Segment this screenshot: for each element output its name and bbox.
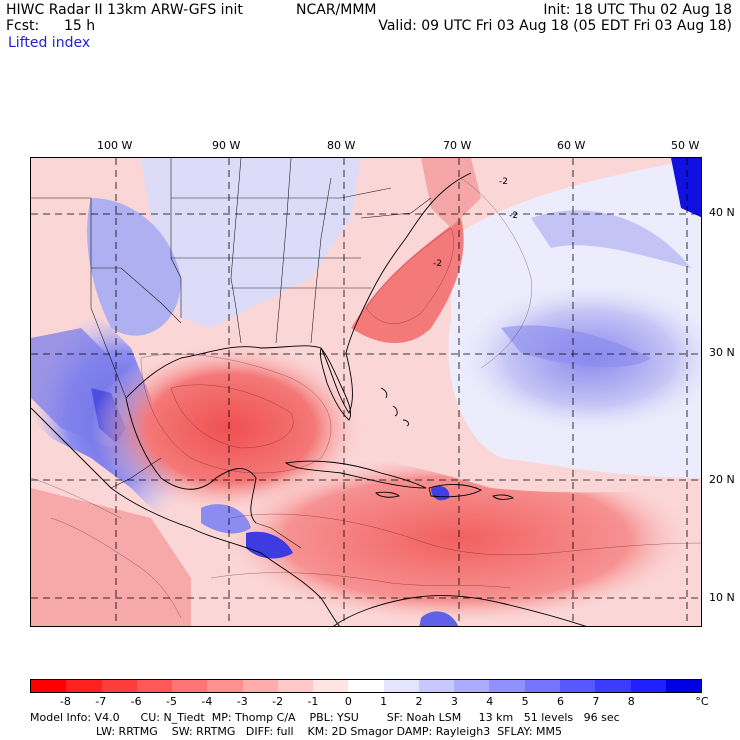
- colorbar-tick-label: -1: [307, 695, 319, 708]
- colorbar-cell: [136, 680, 173, 692]
- field-name: Lifted index: [8, 35, 91, 51]
- lat-label-10n: 10 N: [709, 591, 735, 604]
- colorbar-cell: [207, 680, 243, 692]
- valid-time: Valid: 09 UTC Fri 03 Aug 18 (05 EDT Fri …: [378, 18, 732, 34]
- colorbar-tick-label: -2: [272, 695, 284, 708]
- contour-label: -2: [433, 259, 442, 269]
- lon-label-90w: 90 W: [212, 139, 241, 152]
- colorbar-cell: [101, 680, 137, 692]
- field-northeast-deep-blue: [671, 158, 701, 218]
- lon-label-60w: 60 W: [557, 139, 586, 152]
- field-east-pacific-red: [31, 488, 191, 626]
- colorbar-tick-label: -4: [201, 695, 213, 708]
- field-southern-plains-blue: [87, 198, 181, 336]
- colorbar-cell: [172, 680, 208, 692]
- colorbar-tick-label: -7: [95, 695, 107, 708]
- colorbar-cell: [665, 680, 702, 692]
- lat-label-40n: 40 N: [709, 206, 735, 219]
- lon-label-70w: 70 W: [443, 139, 472, 152]
- lon-label-80w: 80 W: [327, 139, 356, 152]
- colorbar-cell: [418, 680, 455, 692]
- forecast-label: Fcst:: [6, 18, 40, 34]
- center-label: NCAR/MMM: [296, 2, 377, 18]
- colorbar-tick-label: 7: [592, 695, 600, 708]
- colorbar-tick-label: -3: [236, 695, 248, 708]
- colorbar-cell: [313, 680, 349, 692]
- colorbar-cell: [489, 680, 525, 692]
- political-borders: [31, 158, 432, 549]
- init-time: Init: 18 UTC Thu 02 Aug 18: [543, 2, 732, 18]
- colorbar-tick-label: 1: [380, 695, 388, 708]
- model-info-line2: LW: RRTMG SW: RRTMG DIFF: full KM: 2D Sm…: [96, 725, 562, 738]
- colorbar-tick-label: -8: [59, 695, 71, 708]
- lifted-index-colorbar: [30, 679, 702, 693]
- colorbar-cell: [454, 680, 490, 692]
- colorbar-cell: [524, 680, 560, 692]
- contour-label: -2: [499, 177, 508, 187]
- field-atlantic-band: [501, 325, 651, 368]
- colorbar-cell: [31, 680, 67, 692]
- colorbar-cell: [595, 680, 631, 692]
- field-caribbean-unstable: [211, 449, 701, 626]
- colorbar-cell: [630, 680, 666, 692]
- colorbar-tick-label: 2: [415, 695, 423, 708]
- colorbar-cell: [242, 680, 278, 692]
- colorbar-unit: °C: [695, 695, 709, 708]
- colorbar-tick-label: 5: [521, 695, 529, 708]
- field-south-america-blue: [419, 611, 458, 626]
- colorbar-cell: [559, 680, 596, 692]
- lon-label-50w: 50 W: [671, 139, 700, 152]
- colorbar-tick-label: 3: [450, 695, 458, 708]
- graticule: [31, 158, 701, 626]
- forecast-hour: 15 h: [64, 18, 96, 34]
- map-canvas: -2 -2 -2: [31, 158, 701, 626]
- contour-labels: -2 -2 -2: [433, 177, 518, 269]
- model-title: HIWC Radar II 13km ARW-GFS init: [6, 2, 243, 18]
- model-info-line1: Model Info: V4.0 CU: N_Tiedt MP: Thomp C…: [30, 711, 620, 724]
- field-yucatan-blue: [201, 504, 251, 534]
- field-atlantic-band-north: [531, 210, 691, 268]
- field-plains-stable: [141, 158, 361, 328]
- lat-label-30n: 30 N: [709, 346, 735, 359]
- lifted-index-map: -2 -2 -2: [30, 157, 702, 627]
- colorbar-tick-label: 6: [557, 695, 565, 708]
- colorbar-tick-label: 4: [486, 695, 494, 708]
- colorbar-tick-label: 0: [344, 695, 352, 708]
- colorbar-cell: [348, 680, 384, 692]
- lon-label-100w: 100 W: [97, 139, 133, 152]
- colorbar-tick-label: -6: [130, 695, 142, 708]
- colorbar-tick-label: 8: [627, 695, 635, 708]
- colorbar-cell: [383, 680, 419, 692]
- lat-label-20n: 20 N: [709, 473, 735, 486]
- contour-label: -2: [509, 211, 518, 221]
- colorbar-tick-label: -5: [165, 695, 177, 708]
- field-gulf-stream-unstable: [351, 218, 464, 343]
- colorbar-cell: [66, 680, 102, 692]
- colorbar-cell: [277, 680, 314, 692]
